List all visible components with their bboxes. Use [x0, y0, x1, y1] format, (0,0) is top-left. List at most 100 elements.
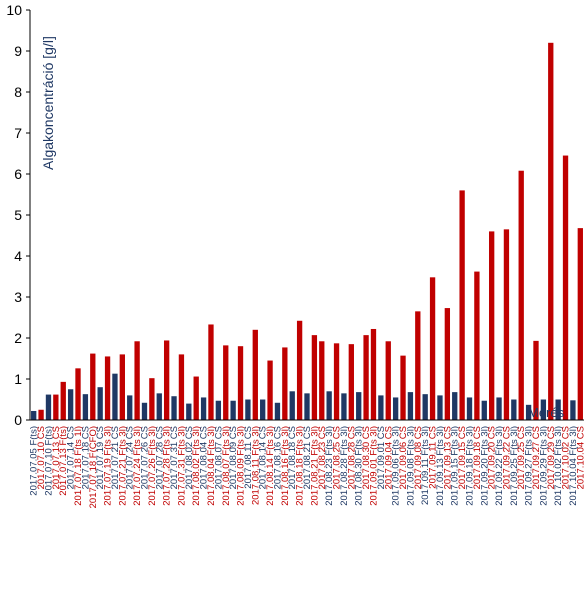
- x-tick-label: 2017.09.01 F(ts 3l): [368, 426, 379, 506]
- x-tick-label: 2017.08.02 F(ts 3l): [191, 426, 202, 506]
- x-tick-label: 2017.08.30 F(ts 3l): [354, 426, 365, 506]
- bar-blue: [356, 392, 362, 420]
- bars-group: [31, 42, 583, 421]
- y-tick-label: 3: [14, 289, 22, 305]
- bar-red: [311, 335, 318, 420]
- y-tick-label: 1: [14, 371, 22, 387]
- x-tick-label: 2017.09.27 F(ts 3l): [524, 426, 535, 506]
- x-tick-label: 2017.07.28 F(ts 3l): [162, 426, 173, 506]
- x-tick-label: 2017.08.16 CS: [272, 426, 283, 489]
- x-tick-label: 2017.07.31 CS: [169, 426, 180, 489]
- bar-blue: [570, 400, 576, 420]
- bar-blue: [555, 399, 561, 420]
- y-tick-label: 5: [14, 207, 22, 223]
- x-tick-label: 2017.07.19 F(ts 3l): [103, 426, 114, 506]
- bar-red: [474, 271, 480, 420]
- x-tick-label: 2017.10.02 F(ts 3l): [553, 426, 564, 506]
- x-tick-label: 2017.09.13 F(ts 3l): [435, 426, 446, 506]
- x-tick-label: 2017.07.26 CS: [139, 426, 150, 489]
- bar-blue: [82, 394, 89, 420]
- bar-red: [400, 355, 406, 420]
- bar-blue: [112, 373, 118, 420]
- x-tick-label: 2017.09.27 CS: [531, 426, 542, 489]
- bar-red: [104, 356, 111, 420]
- x-tick-label: 2017.08.21 F(ts 3l): [309, 426, 320, 506]
- bar-blue: [230, 400, 236, 420]
- x-tick-label: 2017.07.21 F(ts 3l): [117, 426, 128, 506]
- bar-blue: [496, 397, 502, 420]
- y-tick-label: 10: [6, 2, 22, 18]
- bar-blue: [45, 394, 52, 420]
- bar-blue: [407, 392, 414, 420]
- bar-blue: [156, 393, 162, 420]
- bar-blue: [274, 402, 281, 420]
- x-tick-label: 2017.09.25 F(ts 3l): [509, 426, 520, 506]
- bar-blue: [304, 393, 310, 420]
- x-tick-label: 2017.07.05 F(ts): [29, 426, 40, 496]
- x-tick-label: 2017.08.16 F(ts 3l): [280, 426, 291, 506]
- x-tick-label: 2017.08.28 CS: [346, 426, 357, 489]
- x-tick-label: 2017.08.14 F(ts 3l): [265, 426, 276, 506]
- x-tick-label: 2017.08.18 CS: [287, 426, 298, 489]
- bar-red: [415, 311, 421, 420]
- bar-blue: [31, 410, 37, 420]
- x-tick-label: 2017.09.29 CS: [546, 426, 557, 489]
- bar-red: [444, 308, 451, 420]
- x-tick-label: 2017.07.18 CS: [80, 426, 91, 489]
- y-tick-label: 9: [14, 43, 22, 59]
- x-tick-label: 2017.08.30 CS: [361, 426, 372, 489]
- bar-blue: [341, 393, 347, 420]
- x-tick-label: 2017.08.18 F(ts 3l): [295, 426, 306, 506]
- x-tick-label: 2017.07.31 F(ts 3l): [176, 426, 187, 506]
- x-tick-label: 2017.08.14 CS: [258, 426, 269, 489]
- x-tick-label: 2017.09.06 F(ts 3l): [391, 426, 402, 506]
- bar-red: [252, 329, 258, 420]
- x-tick-label: 2017.07.28 CS: [154, 426, 165, 489]
- bar-red: [163, 340, 170, 420]
- bar-red: [53, 394, 59, 420]
- x-tick-label: 2017.10.02 CS: [561, 426, 572, 489]
- x-tick-label: 2017.08.23 F(ts 3l): [324, 426, 335, 506]
- bar-red: [459, 190, 465, 420]
- x-tick-label: 2017.09.22 CS: [501, 426, 512, 489]
- bar-blue: [171, 396, 177, 420]
- x-tick-label: 2017.09.18 F(ts 3l): [465, 426, 476, 506]
- y-tick-label: 7: [14, 125, 22, 141]
- bar-blue: [200, 397, 207, 420]
- bar-red: [134, 341, 140, 420]
- x-tick-label: 2017.09.04 CS: [383, 426, 394, 489]
- bar-blue: [392, 397, 399, 420]
- y-tick-label: 6: [14, 166, 22, 182]
- x-tick-label: 2017.08.11 CS: [243, 426, 254, 489]
- bar-red: [363, 335, 369, 420]
- y-tick-label: 2: [14, 330, 22, 346]
- y-tick-label: 4: [14, 248, 22, 264]
- bar-blue: [141, 402, 148, 420]
- x-tick-label: 2017.08.09 F(ts 3l): [236, 426, 247, 506]
- bar-red: [503, 229, 510, 420]
- bar-blue: [511, 399, 517, 420]
- x-tick-label: 2017.08.11 F(ts 3l): [250, 426, 261, 505]
- bar-red: [208, 324, 214, 420]
- bar-red: [90, 353, 96, 420]
- x-tick-label: 2017.09.22 F(ts 3l): [494, 426, 505, 506]
- y-axis-label: Algakoncentráció [g/l]: [40, 36, 56, 170]
- x-tick-label: 2017.09.18 CS: [472, 426, 483, 489]
- x-tick-label: 2017.09.08 F(ts 3l): [405, 426, 416, 506]
- x-tick-label: 2017.08.07 F(ts 3l): [221, 426, 232, 506]
- x-tick-label: 2017.09.13 CS: [442, 426, 453, 489]
- x-tick-label: 2017.07.13 CS: [51, 426, 62, 489]
- x-tick-label: 2017.07.21 CS: [110, 426, 121, 489]
- x-tick-label: 2017.09.25 CS: [516, 426, 527, 489]
- x-tick-label: 2017.09.15 F(ts 3l): [450, 426, 461, 506]
- x-tick-label: 2017.08.04 F(ts 3l): [206, 426, 217, 506]
- bar-blue: [97, 387, 103, 420]
- bar-red: [38, 409, 44, 420]
- bar-red: [267, 360, 273, 420]
- bar-blue: [67, 389, 74, 420]
- bar-blue: [186, 403, 192, 420]
- x-tick-label: 2017.09.01 CS: [376, 426, 387, 489]
- bar-red: [178, 354, 185, 420]
- bar-red: [149, 378, 155, 420]
